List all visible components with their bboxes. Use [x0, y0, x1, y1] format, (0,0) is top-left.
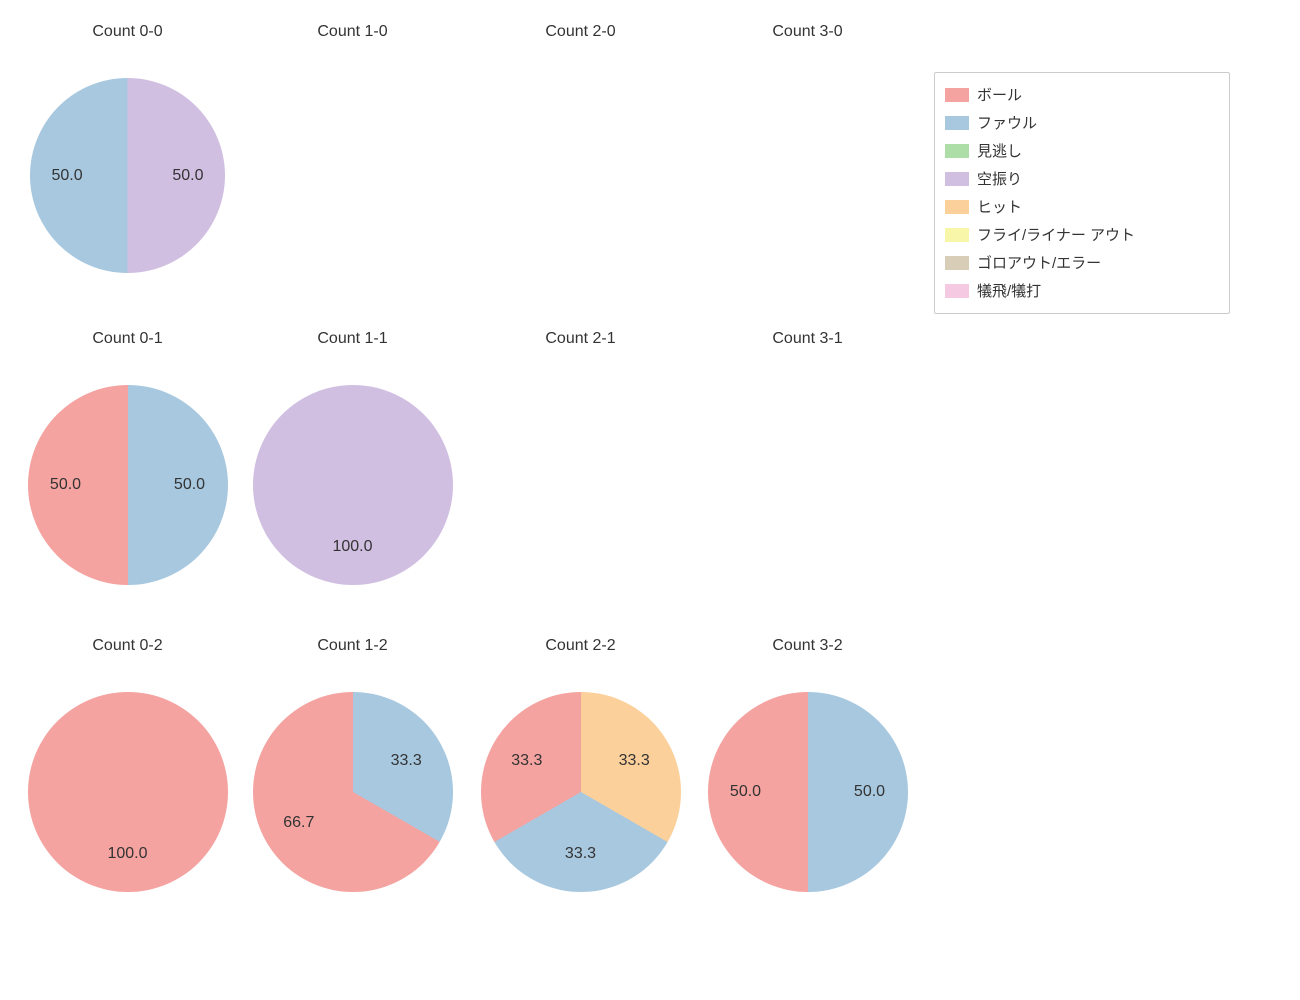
- pie-label: 100.0: [332, 538, 372, 556]
- panel-title-c02: Count 0-2: [25, 637, 230, 655]
- panel-title-c22: Count 2-2: [478, 637, 683, 655]
- legend-item-fly_out: フライ/ライナー アウト: [945, 221, 1219, 249]
- legend-label: ファウル: [977, 116, 1037, 131]
- panel-title-c20: Count 2-0: [478, 23, 683, 41]
- legend-label: ヒット: [977, 200, 1022, 215]
- panel-title-c32: Count 3-2: [705, 637, 910, 655]
- pie-label: 50.0: [172, 167, 203, 185]
- legend-swatch: [945, 172, 969, 186]
- pie-label: 50.0: [51, 167, 82, 185]
- legend-item-ball: ボール: [945, 81, 1219, 109]
- legend-item-miss_look: 見逃し: [945, 137, 1219, 165]
- legend-swatch: [945, 88, 969, 102]
- panel-title-c12: Count 1-2: [250, 637, 455, 655]
- panel-title-c00: Count 0-0: [25, 23, 230, 41]
- pie-label: 66.7: [283, 814, 314, 832]
- legend-swatch: [945, 228, 969, 242]
- panel-title-c11: Count 1-1: [250, 330, 455, 348]
- legend-swatch: [945, 256, 969, 270]
- pie-c12: [253, 692, 453, 892]
- pie-label: 50.0: [174, 476, 205, 494]
- pie-label: 50.0: [854, 783, 885, 801]
- legend-label: ボール: [977, 88, 1022, 103]
- panel-title-c01: Count 0-1: [25, 330, 230, 348]
- legend-label: 犠飛/犠打: [977, 284, 1041, 299]
- panel-title-c10: Count 1-0: [250, 23, 455, 41]
- legend-item-swing_miss: 空振り: [945, 165, 1219, 193]
- legend-item-ground_out: ゴロアウト/エラー: [945, 249, 1219, 277]
- legend: ボールファウル見逃し空振りヒットフライ/ライナー アウトゴロアウト/エラー犠飛/…: [934, 72, 1230, 314]
- pie-label: 33.3: [619, 752, 650, 770]
- legend-swatch: [945, 144, 969, 158]
- legend-item-foul: ファウル: [945, 109, 1219, 137]
- legend-label: ゴロアウト/エラー: [977, 256, 1101, 271]
- legend-item-sac: 犠飛/犠打: [945, 277, 1219, 305]
- legend-label: 見逃し: [977, 144, 1022, 159]
- panel-title-c30: Count 3-0: [705, 23, 910, 41]
- panel-title-c21: Count 2-1: [478, 330, 683, 348]
- legend-label: フライ/ライナー アウト: [977, 228, 1135, 243]
- panel-title-c31: Count 3-1: [705, 330, 910, 348]
- legend-swatch: [945, 284, 969, 298]
- pie-label: 50.0: [730, 783, 761, 801]
- legend-swatch: [945, 116, 969, 130]
- pie-label: 33.3: [391, 752, 422, 770]
- legend-swatch: [945, 200, 969, 214]
- pie-label: 33.3: [565, 845, 596, 863]
- pie-label: 33.3: [511, 752, 542, 770]
- chart-canvas: Count 0-0 50.0 50.0 Count 1-0 Count 2-0 Count…: [0, 0, 1300, 1000]
- legend-label: 空振り: [977, 172, 1022, 187]
- pie-label: 50.0: [50, 476, 81, 494]
- legend-item-hit: ヒット: [945, 193, 1219, 221]
- pie-label: 100.0: [107, 845, 147, 863]
